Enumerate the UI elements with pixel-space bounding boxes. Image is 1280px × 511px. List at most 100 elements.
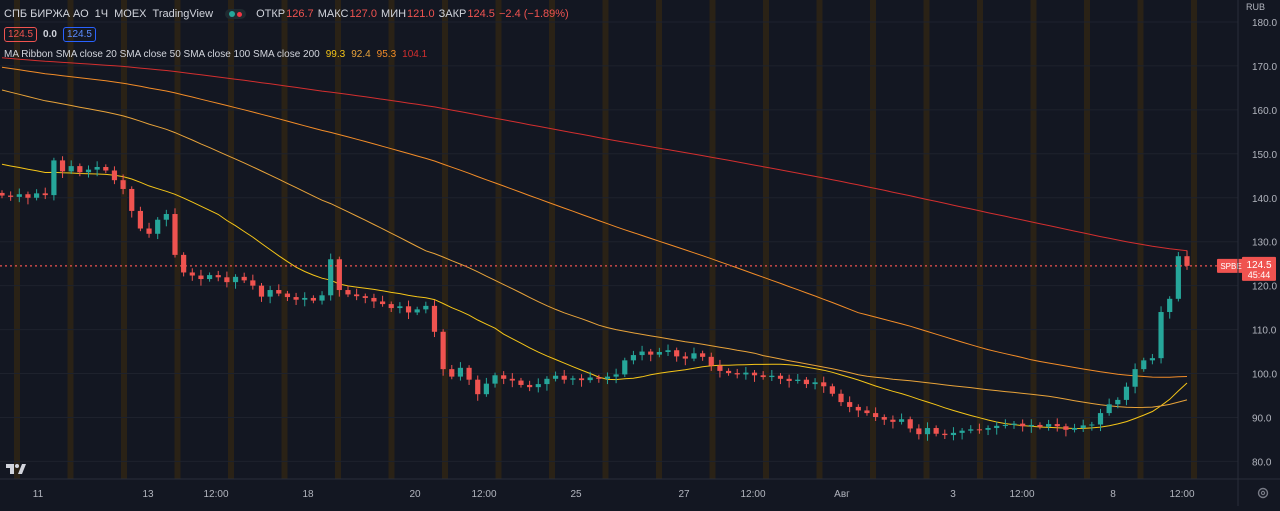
candle	[34, 193, 40, 198]
candle	[475, 379, 481, 395]
buy-price-button[interactable]: 124.5	[62, 26, 96, 42]
candle	[1141, 360, 1147, 370]
candle	[198, 275, 204, 280]
close-value: 124.5	[467, 8, 495, 20]
candle	[310, 297, 316, 301]
candle	[838, 393, 844, 403]
ma-ribbon	[1, 57, 1188, 430]
high-value: 127.0	[349, 8, 377, 20]
y-tick-label: 130.0	[1252, 238, 1277, 249]
candle	[994, 425, 1000, 429]
candle	[501, 375, 507, 379]
ma20-value: 99.3	[325, 48, 346, 60]
candle	[777, 375, 784, 379]
indicator-row[interactable]: MA Ribbon SMA close 20 SMA close 50 SMA …	[4, 44, 570, 64]
session-break	[121, 0, 127, 479]
candle	[648, 351, 654, 355]
candle	[1149, 358, 1155, 361]
candle	[821, 382, 827, 387]
x-tick-label: 12:00	[1009, 489, 1034, 500]
candle	[189, 272, 195, 276]
y-tick-label: 90.0	[1252, 413, 1272, 424]
y-tick-label: 170.0	[1252, 62, 1277, 73]
candle	[1037, 424, 1043, 427]
candle	[924, 428, 931, 435]
candle	[873, 413, 879, 418]
grid-lines	[0, 21, 1238, 462]
x-tick-label: 8	[1110, 489, 1116, 500]
candle	[59, 160, 66, 172]
candle	[596, 377, 602, 379]
candle	[1054, 424, 1060, 427]
session-break	[228, 0, 234, 479]
session-break	[1030, 0, 1037, 479]
x-tick-label: 27	[678, 489, 690, 500]
session-break	[656, 0, 662, 479]
low-value: 121.0	[407, 8, 435, 20]
candle	[769, 375, 775, 378]
candle	[717, 365, 723, 371]
x-tick-label: 13	[142, 489, 154, 500]
price-tag-value: 124.5	[1246, 260, 1271, 271]
candle	[535, 384, 541, 388]
candle	[405, 306, 412, 313]
indicator-label[interactable]: MA Ribbon SMA close 20 SMA close 50 SMA …	[4, 48, 320, 60]
session-break	[388, 0, 395, 479]
candle	[622, 360, 628, 375]
candle	[890, 419, 896, 422]
sell-price-button[interactable]: 124.5	[4, 26, 38, 42]
session-break	[1137, 0, 1144, 479]
session-break	[335, 0, 341, 479]
session-break	[709, 0, 716, 479]
symbol-row: СПБ БИРЖА АО 1Ч MOEX TradingView ОТКР126…	[4, 4, 570, 24]
candle	[674, 350, 680, 357]
candle	[743, 372, 749, 375]
candle	[812, 382, 818, 385]
interval[interactable]: 1Ч	[94, 8, 109, 20]
ohlc-values: ОТКР126.7 МАКС127.0 МИН121.0 ЗАКР124.5 −…	[256, 8, 570, 20]
session-break	[1084, 0, 1090, 479]
candle	[959, 430, 965, 433]
x-tick-label: 20	[409, 489, 421, 500]
candle	[258, 285, 265, 297]
candle	[968, 429, 974, 431]
candle	[215, 275, 221, 278]
candle	[578, 378, 585, 381]
session-break	[763, 0, 769, 479]
symbol-tag: SPBE	[1220, 262, 1241, 271]
candle	[77, 166, 83, 173]
candle	[414, 309, 420, 313]
market-status-icon	[225, 9, 247, 19]
candle	[492, 375, 498, 384]
x-tick-label: 12:00	[203, 489, 228, 500]
candle	[708, 356, 714, 366]
currency-label[interactable]: RUB	[1246, 2, 1266, 12]
ma100-value: 95.3	[376, 48, 397, 60]
candle	[587, 377, 593, 381]
candle	[682, 356, 688, 359]
candle	[181, 254, 187, 273]
candle	[8, 195, 14, 197]
candle	[734, 373, 740, 375]
tradingview-logo-icon[interactable]	[6, 462, 26, 476]
candle	[466, 367, 472, 380]
candle	[898, 419, 905, 422]
session-break	[14, 0, 20, 479]
session-break	[816, 0, 823, 479]
candle	[561, 375, 567, 380]
candle	[950, 432, 957, 436]
candle	[336, 259, 342, 291]
gear-icon[interactable]	[1256, 486, 1270, 500]
candle	[103, 166, 109, 171]
candle	[371, 297, 377, 302]
symbol-name[interactable]: СПБ БИРЖА АО	[4, 8, 89, 20]
candle	[241, 276, 247, 281]
candle	[916, 428, 922, 435]
ma100-line	[1, 66, 1188, 378]
ma200-line	[1, 57, 1188, 252]
candle	[518, 380, 524, 385]
candle	[604, 376, 611, 379]
candle	[267, 290, 273, 297]
